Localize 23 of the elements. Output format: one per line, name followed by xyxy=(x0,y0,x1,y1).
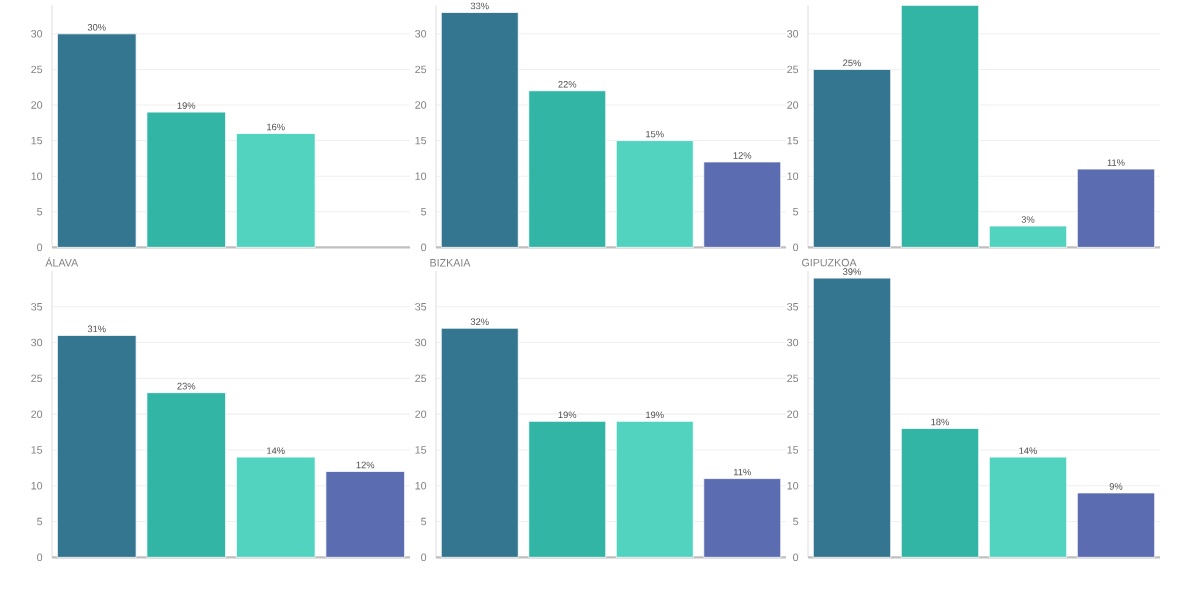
bar xyxy=(703,161,782,249)
bar xyxy=(615,140,694,249)
bar xyxy=(56,335,137,559)
bar xyxy=(900,5,980,249)
bar xyxy=(235,457,316,559)
bar xyxy=(900,428,980,559)
bar xyxy=(988,457,1068,559)
bar xyxy=(1076,168,1156,249)
bar xyxy=(56,33,137,249)
bar xyxy=(440,328,519,559)
bar xyxy=(615,421,694,559)
bar xyxy=(325,471,406,559)
bar xyxy=(988,225,1068,249)
bar xyxy=(703,478,782,559)
bar xyxy=(1076,492,1156,559)
bar xyxy=(528,90,607,249)
bar xyxy=(812,69,892,249)
bar xyxy=(235,133,316,249)
bar xyxy=(528,421,607,559)
bar xyxy=(146,392,227,559)
bar xyxy=(812,278,892,559)
bar xyxy=(146,112,227,249)
bar xyxy=(440,12,519,249)
